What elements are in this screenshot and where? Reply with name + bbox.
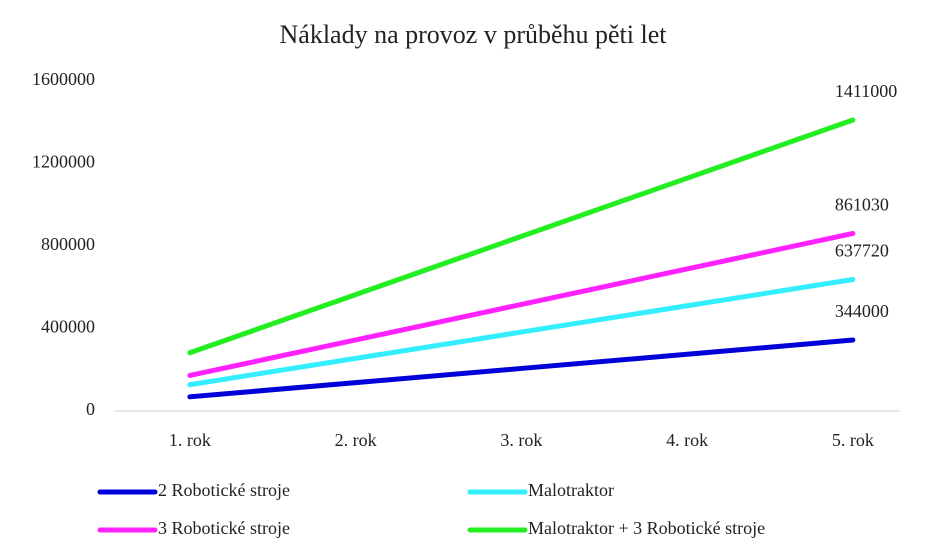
data-label: 1411000 [835, 81, 897, 101]
data-label: 344000 [835, 301, 889, 321]
y-tick-label: 400000 [41, 317, 95, 337]
legend-label: Malotraktor + 3 Robotické stroje [528, 518, 765, 538]
legend-label: Malotraktor [528, 480, 614, 500]
chart-title: Náklady na provoz v průběhu pěti let [280, 20, 668, 49]
series-line [187, 337, 856, 400]
x-tick-label: 3. rok [500, 430, 542, 450]
data-label: 861030 [835, 195, 889, 215]
legend-label: 2 Robotické stroje [158, 480, 290, 500]
series-line [187, 276, 856, 388]
data-label: 637720 [835, 241, 889, 261]
y-tick-label: 0 [86, 399, 95, 419]
y-tick-label: 1600000 [32, 69, 95, 89]
x-tick-label: 5. rok [832, 430, 874, 450]
legend-label: 3 Robotické stroje [158, 518, 290, 538]
series-line [187, 117, 856, 356]
y-tick-label: 1200000 [32, 152, 95, 172]
series-line [187, 230, 856, 378]
x-tick-label: 1. rok [169, 430, 211, 450]
x-tick-label: 4. rok [666, 430, 708, 450]
x-tick-label: 2. rok [335, 430, 377, 450]
y-tick-label: 800000 [41, 234, 95, 254]
